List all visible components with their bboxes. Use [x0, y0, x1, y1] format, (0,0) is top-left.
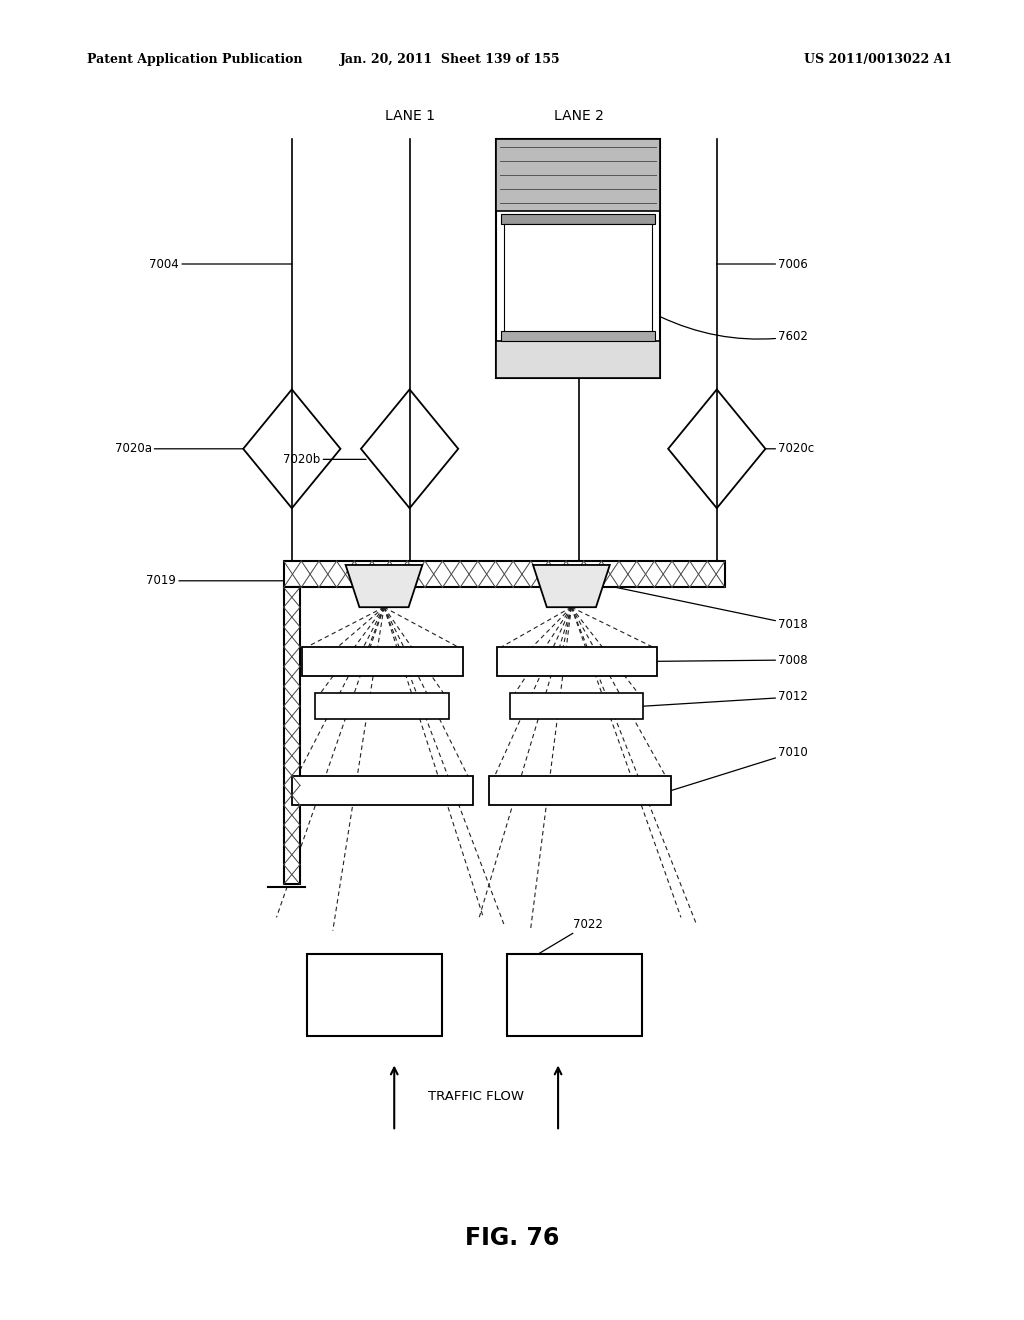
Text: 7020c: 7020c — [765, 442, 814, 455]
Bar — [496, 139, 660, 378]
Bar — [507, 954, 642, 1036]
Text: 7020b: 7020b — [284, 453, 367, 466]
Text: US 2011/0013022 A1: US 2011/0013022 A1 — [804, 53, 952, 66]
Bar — [504, 224, 652, 338]
Text: 7020a: 7020a — [115, 442, 244, 455]
Text: 7010: 7010 — [671, 746, 808, 791]
Bar — [496, 341, 660, 378]
Polygon shape — [346, 565, 422, 607]
Text: Patent Application Publication: Patent Application Publication — [87, 53, 302, 66]
Bar — [292, 776, 473, 805]
Text: 7019: 7019 — [146, 574, 284, 587]
Text: 7602: 7602 — [660, 317, 808, 343]
Polygon shape — [534, 565, 610, 607]
Text: 7004: 7004 — [150, 257, 292, 271]
Bar — [489, 776, 671, 805]
Bar — [315, 693, 449, 719]
Text: 7018: 7018 — [610, 586, 808, 631]
Bar — [510, 693, 643, 719]
Bar — [307, 954, 442, 1036]
Text: 7022: 7022 — [538, 917, 603, 954]
Text: 7006: 7006 — [717, 257, 808, 271]
Bar — [302, 647, 463, 676]
Text: TRAFFIC FLOW: TRAFFIC FLOW — [428, 1090, 524, 1104]
Bar — [284, 587, 300, 884]
Text: FIG. 76: FIG. 76 — [465, 1226, 559, 1250]
Text: 7008: 7008 — [657, 653, 808, 667]
Text: 7012: 7012 — [643, 690, 808, 706]
Text: LANE 1: LANE 1 — [385, 110, 434, 123]
Text: Jan. 20, 2011  Sheet 139 of 155: Jan. 20, 2011 Sheet 139 of 155 — [340, 53, 561, 66]
Bar — [501, 331, 655, 341]
Bar — [496, 139, 660, 211]
Bar — [497, 647, 657, 676]
Bar — [501, 214, 655, 224]
Text: LANE 2: LANE 2 — [554, 110, 603, 123]
Bar — [284, 561, 725, 587]
